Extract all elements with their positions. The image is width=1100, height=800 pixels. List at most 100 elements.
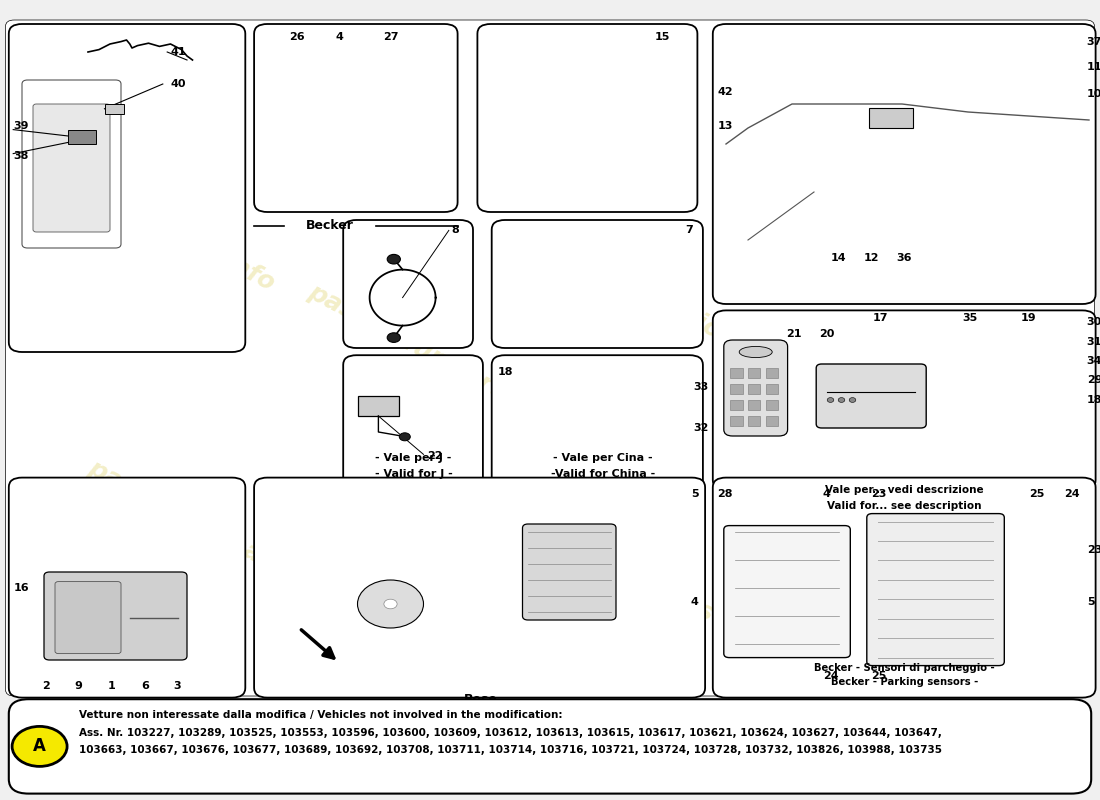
Text: 14: 14 <box>830 253 846 262</box>
Text: 42: 42 <box>717 87 733 97</box>
Text: 13: 13 <box>717 121 733 130</box>
Text: 20: 20 <box>820 330 835 339</box>
Circle shape <box>849 398 856 402</box>
Text: 27: 27 <box>383 32 398 42</box>
Text: Valid for... see description: Valid for... see description <box>827 501 981 510</box>
Bar <box>730 400 743 410</box>
Text: 32: 32 <box>693 423 708 433</box>
FancyBboxPatch shape <box>343 220 473 348</box>
Text: 11: 11 <box>1087 62 1100 72</box>
Bar <box>68 130 96 144</box>
Text: Bose: Bose <box>464 693 497 706</box>
Text: 15: 15 <box>654 32 670 42</box>
Text: 23: 23 <box>1087 546 1100 555</box>
Text: 33: 33 <box>693 382 708 392</box>
Circle shape <box>827 398 834 402</box>
Text: 7: 7 <box>685 226 693 235</box>
Text: 25: 25 <box>871 671 887 681</box>
FancyBboxPatch shape <box>713 24 1096 304</box>
Text: 12: 12 <box>864 253 879 262</box>
Bar <box>766 416 778 426</box>
Text: 35: 35 <box>962 313 978 322</box>
FancyBboxPatch shape <box>816 364 926 428</box>
Text: passionfür parts info: passionfür parts info <box>503 496 773 656</box>
Text: 37: 37 <box>1087 37 1100 46</box>
Text: 38: 38 <box>13 151 29 161</box>
Bar <box>730 368 743 378</box>
Bar <box>748 400 760 410</box>
Text: 2: 2 <box>42 682 50 691</box>
Bar <box>766 400 778 410</box>
FancyBboxPatch shape <box>55 582 121 654</box>
Bar <box>730 384 743 394</box>
Text: Becker - Sensori di parcheggio -: Becker - Sensori di parcheggio - <box>814 663 994 673</box>
Text: 16: 16 <box>13 583 29 593</box>
FancyBboxPatch shape <box>492 220 703 348</box>
Bar <box>748 416 760 426</box>
Text: passionfür parts info: passionfür parts info <box>767 496 1037 656</box>
Text: 26: 26 <box>289 32 305 42</box>
Text: 5: 5 <box>691 489 698 498</box>
Text: Becker: Becker <box>306 219 354 232</box>
Bar <box>748 368 760 378</box>
Text: 36: 36 <box>896 253 912 262</box>
FancyBboxPatch shape <box>9 478 245 698</box>
Text: 18: 18 <box>497 367 513 377</box>
Text: 34: 34 <box>1087 356 1100 366</box>
Text: passionfür parts info: passionfür parts info <box>8 136 278 296</box>
Circle shape <box>358 580 424 628</box>
FancyBboxPatch shape <box>9 24 245 352</box>
Circle shape <box>399 433 410 441</box>
FancyBboxPatch shape <box>492 355 703 490</box>
FancyBboxPatch shape <box>33 104 110 232</box>
Bar <box>869 108 913 128</box>
Text: 31: 31 <box>1087 337 1100 346</box>
Text: passionfür parts info: passionfür parts info <box>635 280 905 440</box>
FancyBboxPatch shape <box>343 355 483 490</box>
Text: Ass. Nr. 103227, 103289, 103525, 103553, 103596, 103600, 103609, 103612, 103613,: Ass. Nr. 103227, 103289, 103525, 103553,… <box>79 728 942 738</box>
Text: 3: 3 <box>174 682 182 691</box>
Text: 4: 4 <box>336 32 343 42</box>
Text: 22: 22 <box>427 451 442 461</box>
Circle shape <box>838 398 845 402</box>
Text: 24: 24 <box>823 671 838 681</box>
FancyBboxPatch shape <box>44 572 187 660</box>
Bar <box>748 384 760 394</box>
Text: Vetture non interessate dalla modifica / Vehicles not involved in the modificati: Vetture non interessate dalla modifica /… <box>79 710 563 720</box>
Bar <box>766 384 778 394</box>
Text: 6: 6 <box>141 682 149 691</box>
Bar <box>104 104 124 114</box>
FancyBboxPatch shape <box>713 478 1096 698</box>
Text: 17: 17 <box>872 313 888 322</box>
FancyBboxPatch shape <box>6 20 1094 696</box>
Text: 25: 25 <box>1030 489 1045 498</box>
Text: 23: 23 <box>871 489 887 498</box>
FancyBboxPatch shape <box>9 699 1091 794</box>
Text: passionfür parts info: passionfür parts info <box>305 280 575 440</box>
Circle shape <box>12 726 67 766</box>
Text: 18: 18 <box>1087 395 1100 405</box>
Text: 1: 1 <box>108 682 115 691</box>
Bar <box>766 368 778 378</box>
FancyBboxPatch shape <box>724 526 850 658</box>
FancyBboxPatch shape <box>254 478 705 698</box>
FancyBboxPatch shape <box>713 310 1096 490</box>
Text: 39: 39 <box>13 121 29 130</box>
Circle shape <box>387 254 400 264</box>
Text: 10: 10 <box>1087 89 1100 98</box>
FancyBboxPatch shape <box>867 514 1004 666</box>
Text: 41: 41 <box>170 47 186 57</box>
Text: passionfür parts info: passionfür parts info <box>85 456 355 616</box>
Text: 4: 4 <box>823 489 830 498</box>
Text: 8: 8 <box>451 226 459 235</box>
Text: 40: 40 <box>170 79 186 89</box>
Text: - Vale per Cina -: - Vale per Cina - <box>553 454 652 463</box>
Text: A: A <box>33 738 46 755</box>
Circle shape <box>387 333 400 342</box>
FancyBboxPatch shape <box>477 24 697 212</box>
Ellipse shape <box>739 346 772 358</box>
Text: -Valid for China -: -Valid for China - <box>551 469 654 478</box>
Text: 103663, 103667, 103676, 103677, 103689, 103692, 103708, 103711, 103714, 103716, : 103663, 103667, 103676, 103677, 103689, … <box>79 746 943 755</box>
FancyBboxPatch shape <box>254 24 458 212</box>
Text: - Valid for J -: - Valid for J - <box>375 469 452 478</box>
